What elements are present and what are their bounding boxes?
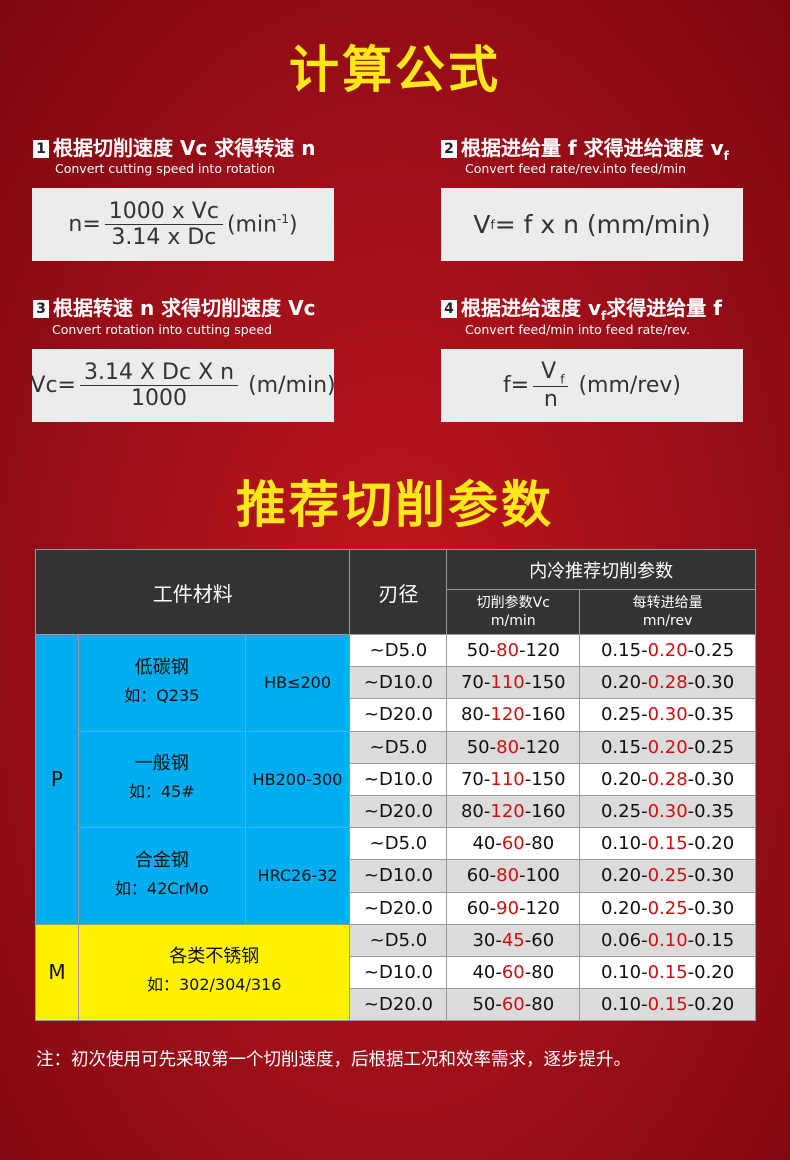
diameter-cell: ~D20.0 [349,698,448,732]
vc-cell: 80-120-160 [446,698,581,732]
formula-3-box: Vc= 3.14 X Dc X n 1000 (m/min) [30,349,336,422]
feed-cell: 0.10-0.15-0.20 [579,955,756,990]
table-row: P 低碳钢 如：Q235 HB≤200 ~D5.0 50-80-120 0.15-0.20-… [35,633,756,925]
table-row: ~D20.0 80-120-160 0.25-0.30-0.35 [36,698,756,732]
header-group: 内冷推荐切削参数 [446,549,756,590]
hardness: HRC26-32 [244,827,351,925]
formula-3-subtitle: Convert rotation into cutting speed [52,322,272,337]
num-badge: 1 [33,140,49,158]
numerator: 1000 x Vc [104,199,223,225]
vc-cell: 60-90-120 [446,891,581,925]
note: 注：初次使用可先采取第一个切削速度，后根据工况和效率需求，逐步提升。 [36,1050,631,1070]
feed-cell: 0.20-0.28-0.30 [579,762,756,796]
formula-2-subtitle: Convert feed rate/rev.into feed/min [465,161,687,176]
formula-4-title: 4 根据进给速度 vf求得进给量 f [441,292,722,323]
vc-cell: 60-80-100 [446,859,581,893]
vc-cell: 80-120-160 [446,794,581,829]
feed-cell: 0.06-0.10-0.15 [579,923,756,957]
material-name: 低碳钢 如：Q235 [77,634,246,732]
diameter-cell: ~D5.0 [349,730,448,764]
feed-cell: 0.20-0.28-0.30 [579,666,756,700]
feed-cell: 0.25-0.30-0.35 [579,698,756,732]
formula-3-title: 3 根据转速 n 求得切削速度 Vc [33,292,315,321]
feed-cell: 0.10-0.15-0.20 [579,827,756,861]
formula-1-title: 1 根据切削速度 Vc 求得转速 n [33,132,315,161]
diameter-cell: ~D10.0 [349,859,448,893]
formula-2-title: 2 根据进给量 f 求得进给速度 vf [441,132,729,163]
feed-cell: 0.25-0.30-0.35 [579,794,756,829]
feed-cell: 0.20-0.25-0.30 [579,891,756,925]
diameter-cell: ~D5.0 [349,827,448,861]
diameter-cell: ~D20.0 [349,988,448,1022]
vc-cell: 70-110-150 [446,666,581,700]
diameter-cell: ~D10.0 [349,762,448,796]
vc-cell: 50-60-80 [446,988,581,1022]
vc-cell: 40-60-80 [446,955,581,990]
header-diameter: 刃径 [349,549,448,635]
vc-cell: 50-80-120 [446,730,581,764]
table-row: ~D20.0 50-60-80 0.10-0.15-0.20 [36,988,756,1022]
num-badge: 2 [441,140,457,158]
header-material: 工件材料 [34,549,351,635]
feed-cell: 0.15-0.20-0.25 [579,730,756,764]
diameter-cell: ~D5.0 [349,633,448,668]
diameter-cell: ~D10.0 [349,666,448,700]
material-name: 合金钢 如：42CrMo [77,827,246,925]
diameter-cell: ~D20.0 [349,891,448,925]
feed-cell: 0.20-0.25-0.30 [579,859,756,893]
table-row: 一般钢 如：45# HB200-300 ~D5.0 50-80-120 0.15-0.20… [36,730,756,829]
vc-cell: 70-110-150 [446,762,581,796]
fraction: 3.14 X Dc X n 1000 [80,360,239,411]
table-row: ~D20.0 60-90-120 0.20-0.25-0.30 [36,891,756,925]
formula-1-box: n= 1000 x Vc 3.14 x Dc (min-1) [32,188,334,261]
fraction: 1000 x Vc 3.14 x Dc [104,199,223,250]
lhs: n= [68,212,101,237]
num-badge: 4 [441,300,457,318]
header-feed: 每转进给量 mn/rev [579,589,756,635]
hardness: HB≤200 [244,634,351,732]
hardness: HB200-300 [244,730,351,829]
title-text: 根据切削速度 Vc 求得转速 n [53,136,316,160]
material-class: P [35,634,79,925]
params-title: 推荐切削参数 [236,476,554,534]
table-row: 合金钢 如：42CrMo HRC26-32 ~D5.0 40-60-80 0.10-0.1… [36,827,756,925]
formula-title: 计算公式 [289,41,501,99]
num-badge: 3 [33,300,49,318]
vc-cell: 30-45-60 [446,923,581,957]
material-name: 各类不锈钢 如：302/304/316 [77,923,351,1022]
table-row: ~D10.0 70-110-150 0.20-0.28-0.30 [36,762,756,796]
formula-4-subtitle: Convert feed/min into feed rate/rev. [465,322,691,337]
material-class: M [35,923,79,1022]
table-row: M 各类不锈钢 如：302/304/316 ~D5.0 30-45-60 0.06-0.1… [35,923,756,1022]
diameter-cell: ~D5.0 [349,923,448,957]
vc-cell: 40-60-80 [446,827,581,861]
feed-cell: 0.15-0.20-0.25 [579,633,756,668]
diameter-cell: ~D10.0 [349,955,448,990]
vc-cell: 50-80-120 [446,633,581,668]
table-row: ~D20.0 80-120-160 0.25-0.30-0.35 [36,794,756,829]
material-name: 一般钢 如：45# [77,730,246,829]
header-vc: 切削参数Vc m/min [446,589,581,635]
table-row: ~D10.0 70-110-150 0.20-0.28-0.30 [36,666,756,700]
formula-1-subtitle: Convert cutting speed into rotation [55,161,275,176]
diameter-cell: ~D20.0 [349,794,448,829]
denominator: 3.14 x Dc [111,225,217,250]
unit: (min-1) [226,211,298,238]
feed-cell: 0.10-0.15-0.20 [579,988,756,1022]
